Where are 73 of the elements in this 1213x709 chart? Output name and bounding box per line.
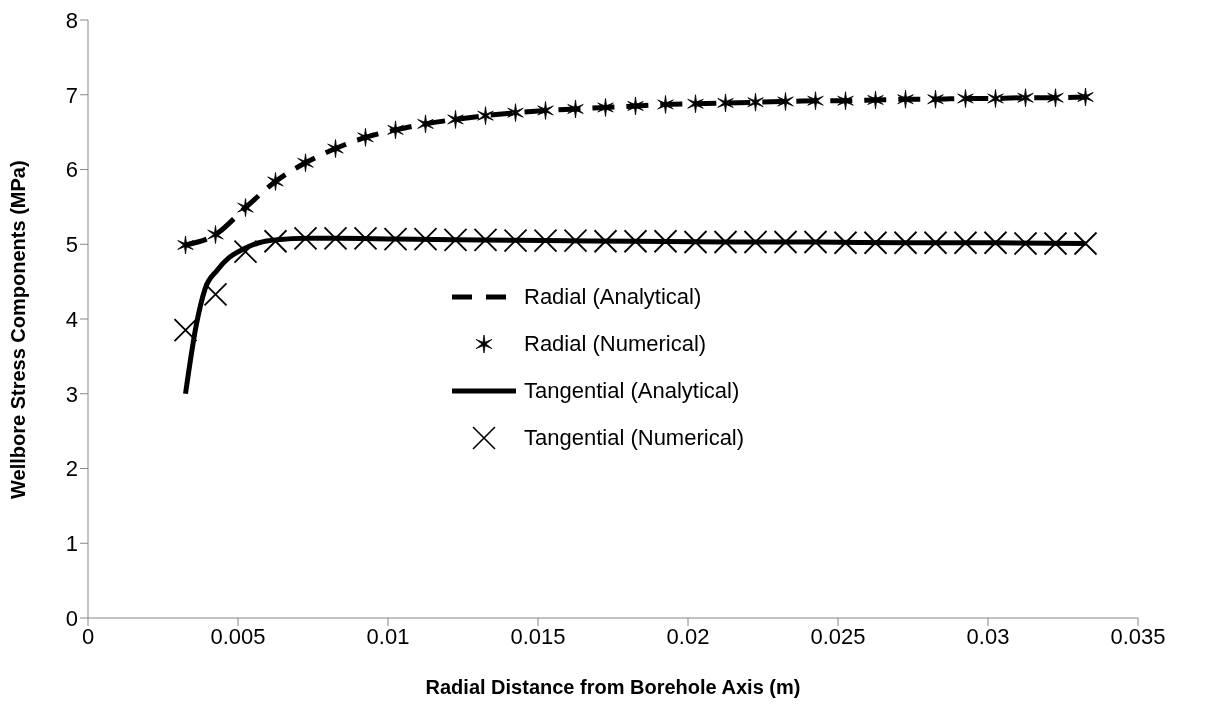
point (237, 198, 254, 218)
point (987, 89, 1004, 108)
y-tick-label: 1 (65, 531, 78, 557)
point (743, 230, 768, 254)
point (687, 94, 704, 114)
point (387, 120, 404, 140)
point (897, 89, 914, 109)
point (1047, 88, 1064, 108)
point (773, 230, 798, 254)
point (863, 230, 888, 255)
point (1013, 231, 1038, 256)
point (537, 101, 554, 120)
x-tick-label: 0.015 (510, 623, 566, 649)
legend-label: Tangential (Analytical) (524, 377, 740, 404)
point (627, 96, 644, 116)
point (173, 318, 198, 343)
point (807, 91, 824, 111)
point (353, 226, 378, 251)
y-axis-title: Wellbore Stress Components (MPa) (7, 160, 30, 499)
point (867, 90, 884, 110)
point (1077, 87, 1094, 107)
legend-label: Radial (Analytical) (524, 283, 702, 310)
point (1043, 231, 1068, 256)
point (417, 114, 434, 134)
point (717, 93, 734, 113)
point (653, 229, 678, 254)
x-tick-label: 0.02 (666, 623, 710, 649)
point (297, 153, 314, 173)
point (503, 228, 528, 253)
point (1017, 88, 1034, 108)
point (923, 230, 948, 255)
y-tick-label: 4 (65, 306, 78, 332)
x-tick-label: 0.035 (1110, 623, 1166, 649)
point (413, 227, 438, 251)
x-tick-label: 0 (81, 623, 95, 649)
legend-label: Tangential (Numerical) (524, 424, 745, 451)
point (327, 139, 344, 158)
point (477, 106, 494, 126)
point (597, 98, 614, 117)
point (567, 99, 584, 119)
point (447, 110, 464, 129)
point (203, 282, 228, 307)
y-tick-label: 5 (65, 232, 78, 258)
y-tick-label: 8 (65, 7, 78, 33)
y-tick-label: 0 (65, 605, 78, 631)
point (837, 91, 854, 111)
x-tick-label: 0.03 (966, 623, 1010, 649)
point (593, 229, 618, 254)
point (473, 227, 498, 252)
point (207, 225, 224, 244)
point (953, 230, 978, 255)
point (777, 92, 794, 111)
point (747, 92, 764, 112)
point (267, 172, 284, 191)
x-axis-title: Radial Distance from Borehole Axis (m) (425, 676, 801, 698)
point (683, 230, 708, 254)
point (563, 228, 588, 253)
point (957, 89, 974, 108)
point (833, 230, 858, 255)
point (507, 103, 524, 123)
point (657, 95, 674, 114)
y-tick-label: 3 (65, 381, 78, 407)
point (357, 127, 374, 147)
point (233, 239, 258, 264)
x-tick-label: 0.005 (210, 623, 266, 649)
y-tick-label: 6 (65, 157, 78, 183)
y-tick-label: 7 (65, 82, 78, 108)
point (927, 89, 944, 109)
legend-label: Radial (Numerical) (524, 330, 707, 357)
point (177, 235, 194, 255)
x-tick-label: 0.01 (366, 623, 410, 649)
y-tick-label: 2 (65, 456, 78, 482)
x-tick-label: 0.025 (810, 623, 866, 649)
